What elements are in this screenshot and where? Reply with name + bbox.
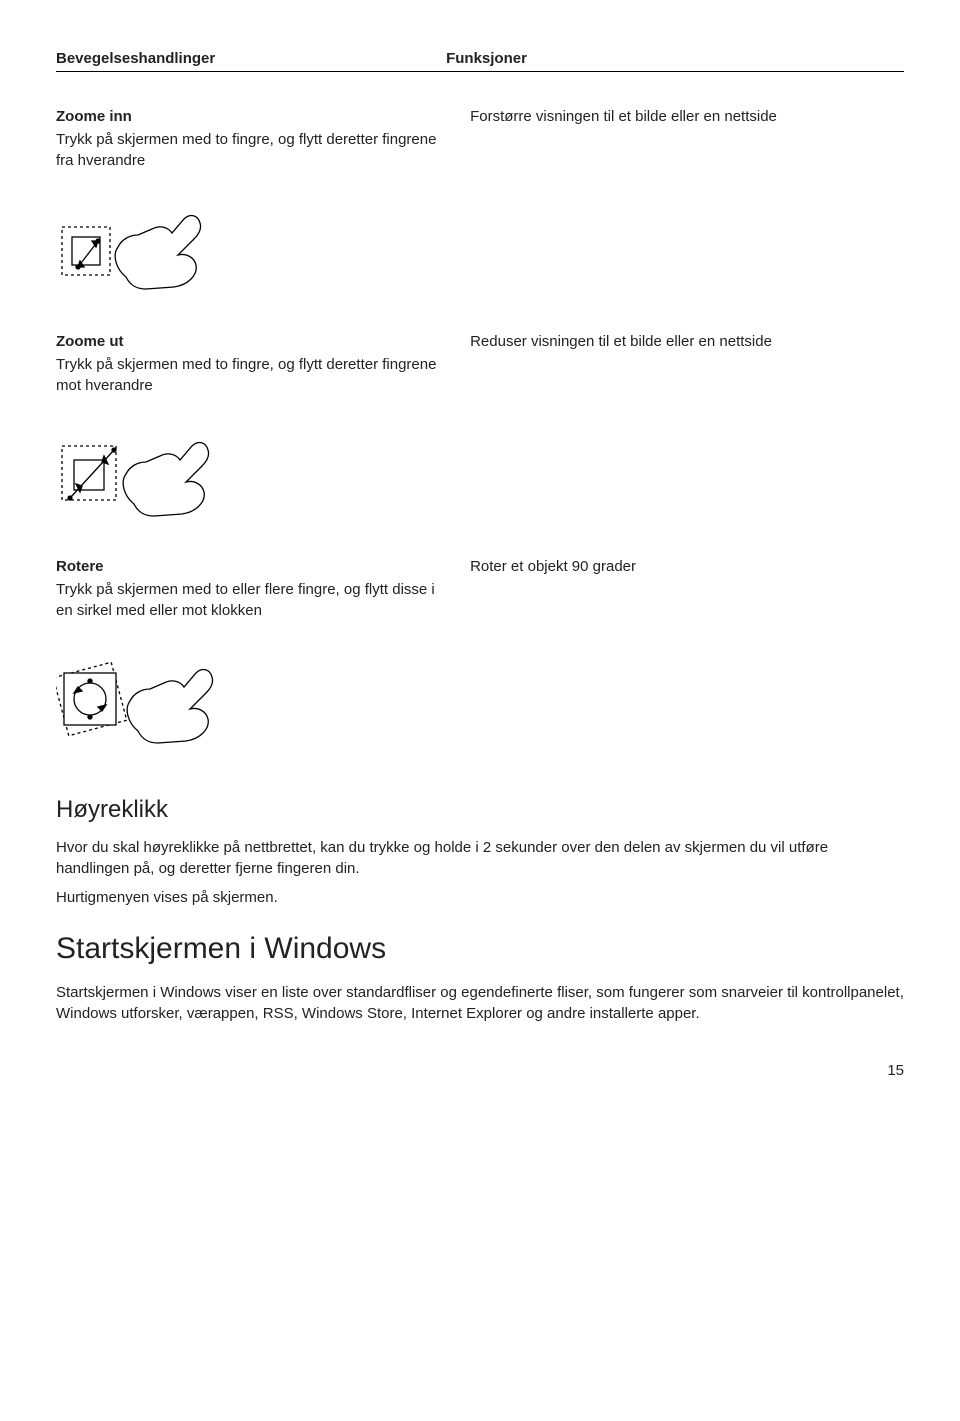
gesture-col1: Zoome inn Trykk på skjermen med to fingr… xyxy=(56,106,470,297)
gesture-col1: Zoome ut Trykk på skjermen med to fingre… xyxy=(56,331,470,522)
gesture-row: Zoome inn Trykk på skjermen med to fingr… xyxy=(56,106,904,297)
gesture-row: Zoome ut Trykk på skjermen med to fingre… xyxy=(56,331,904,522)
header-col2: Funksjoner xyxy=(446,48,904,69)
startscreen-p1: Startskjermen i Windows viser en liste o… xyxy=(56,982,904,1024)
gesture-title: Zoome inn xyxy=(56,106,446,127)
gesture-desc: Trykk på skjermen med to fingre, og flyt… xyxy=(56,354,446,396)
gesture-func: Roter et objekt 90 grader xyxy=(470,556,904,577)
gesture-func: Reduser visningen til et bilde eller en … xyxy=(470,331,904,352)
gesture-col1: Rotere Trykk på skjermen med to eller fl… xyxy=(56,556,470,747)
gesture-desc: Trykk på skjermen med to fingre, og flyt… xyxy=(56,129,446,171)
gesture-func: Forstørre visningen til et bilde eller e… xyxy=(470,106,904,127)
gesture-desc: Trykk på skjermen med to eller flere fin… xyxy=(56,579,446,621)
rightclick-heading: Høyreklikk xyxy=(56,793,904,827)
table-header: Bevegelseshandlinger Funksjoner xyxy=(56,48,904,72)
page-number: 15 xyxy=(56,1060,904,1081)
rightclick-p2: Hurtigmenyen vises på skjermen. xyxy=(56,887,904,908)
header-col1: Bevegelseshandlinger xyxy=(56,48,446,69)
rightclick-p1: Hvor du skal høyreklikke på nettbrettet,… xyxy=(56,837,904,879)
zoom-out-icon xyxy=(56,402,256,522)
gesture-row: Rotere Trykk på skjermen med to eller fl… xyxy=(56,556,904,747)
startscreen-heading: Startskjermen i Windows xyxy=(56,928,904,970)
gesture-title: Zoome ut xyxy=(56,331,446,352)
rotate-icon xyxy=(56,627,256,747)
zoom-in-icon xyxy=(56,177,256,297)
gesture-title: Rotere xyxy=(56,556,446,577)
